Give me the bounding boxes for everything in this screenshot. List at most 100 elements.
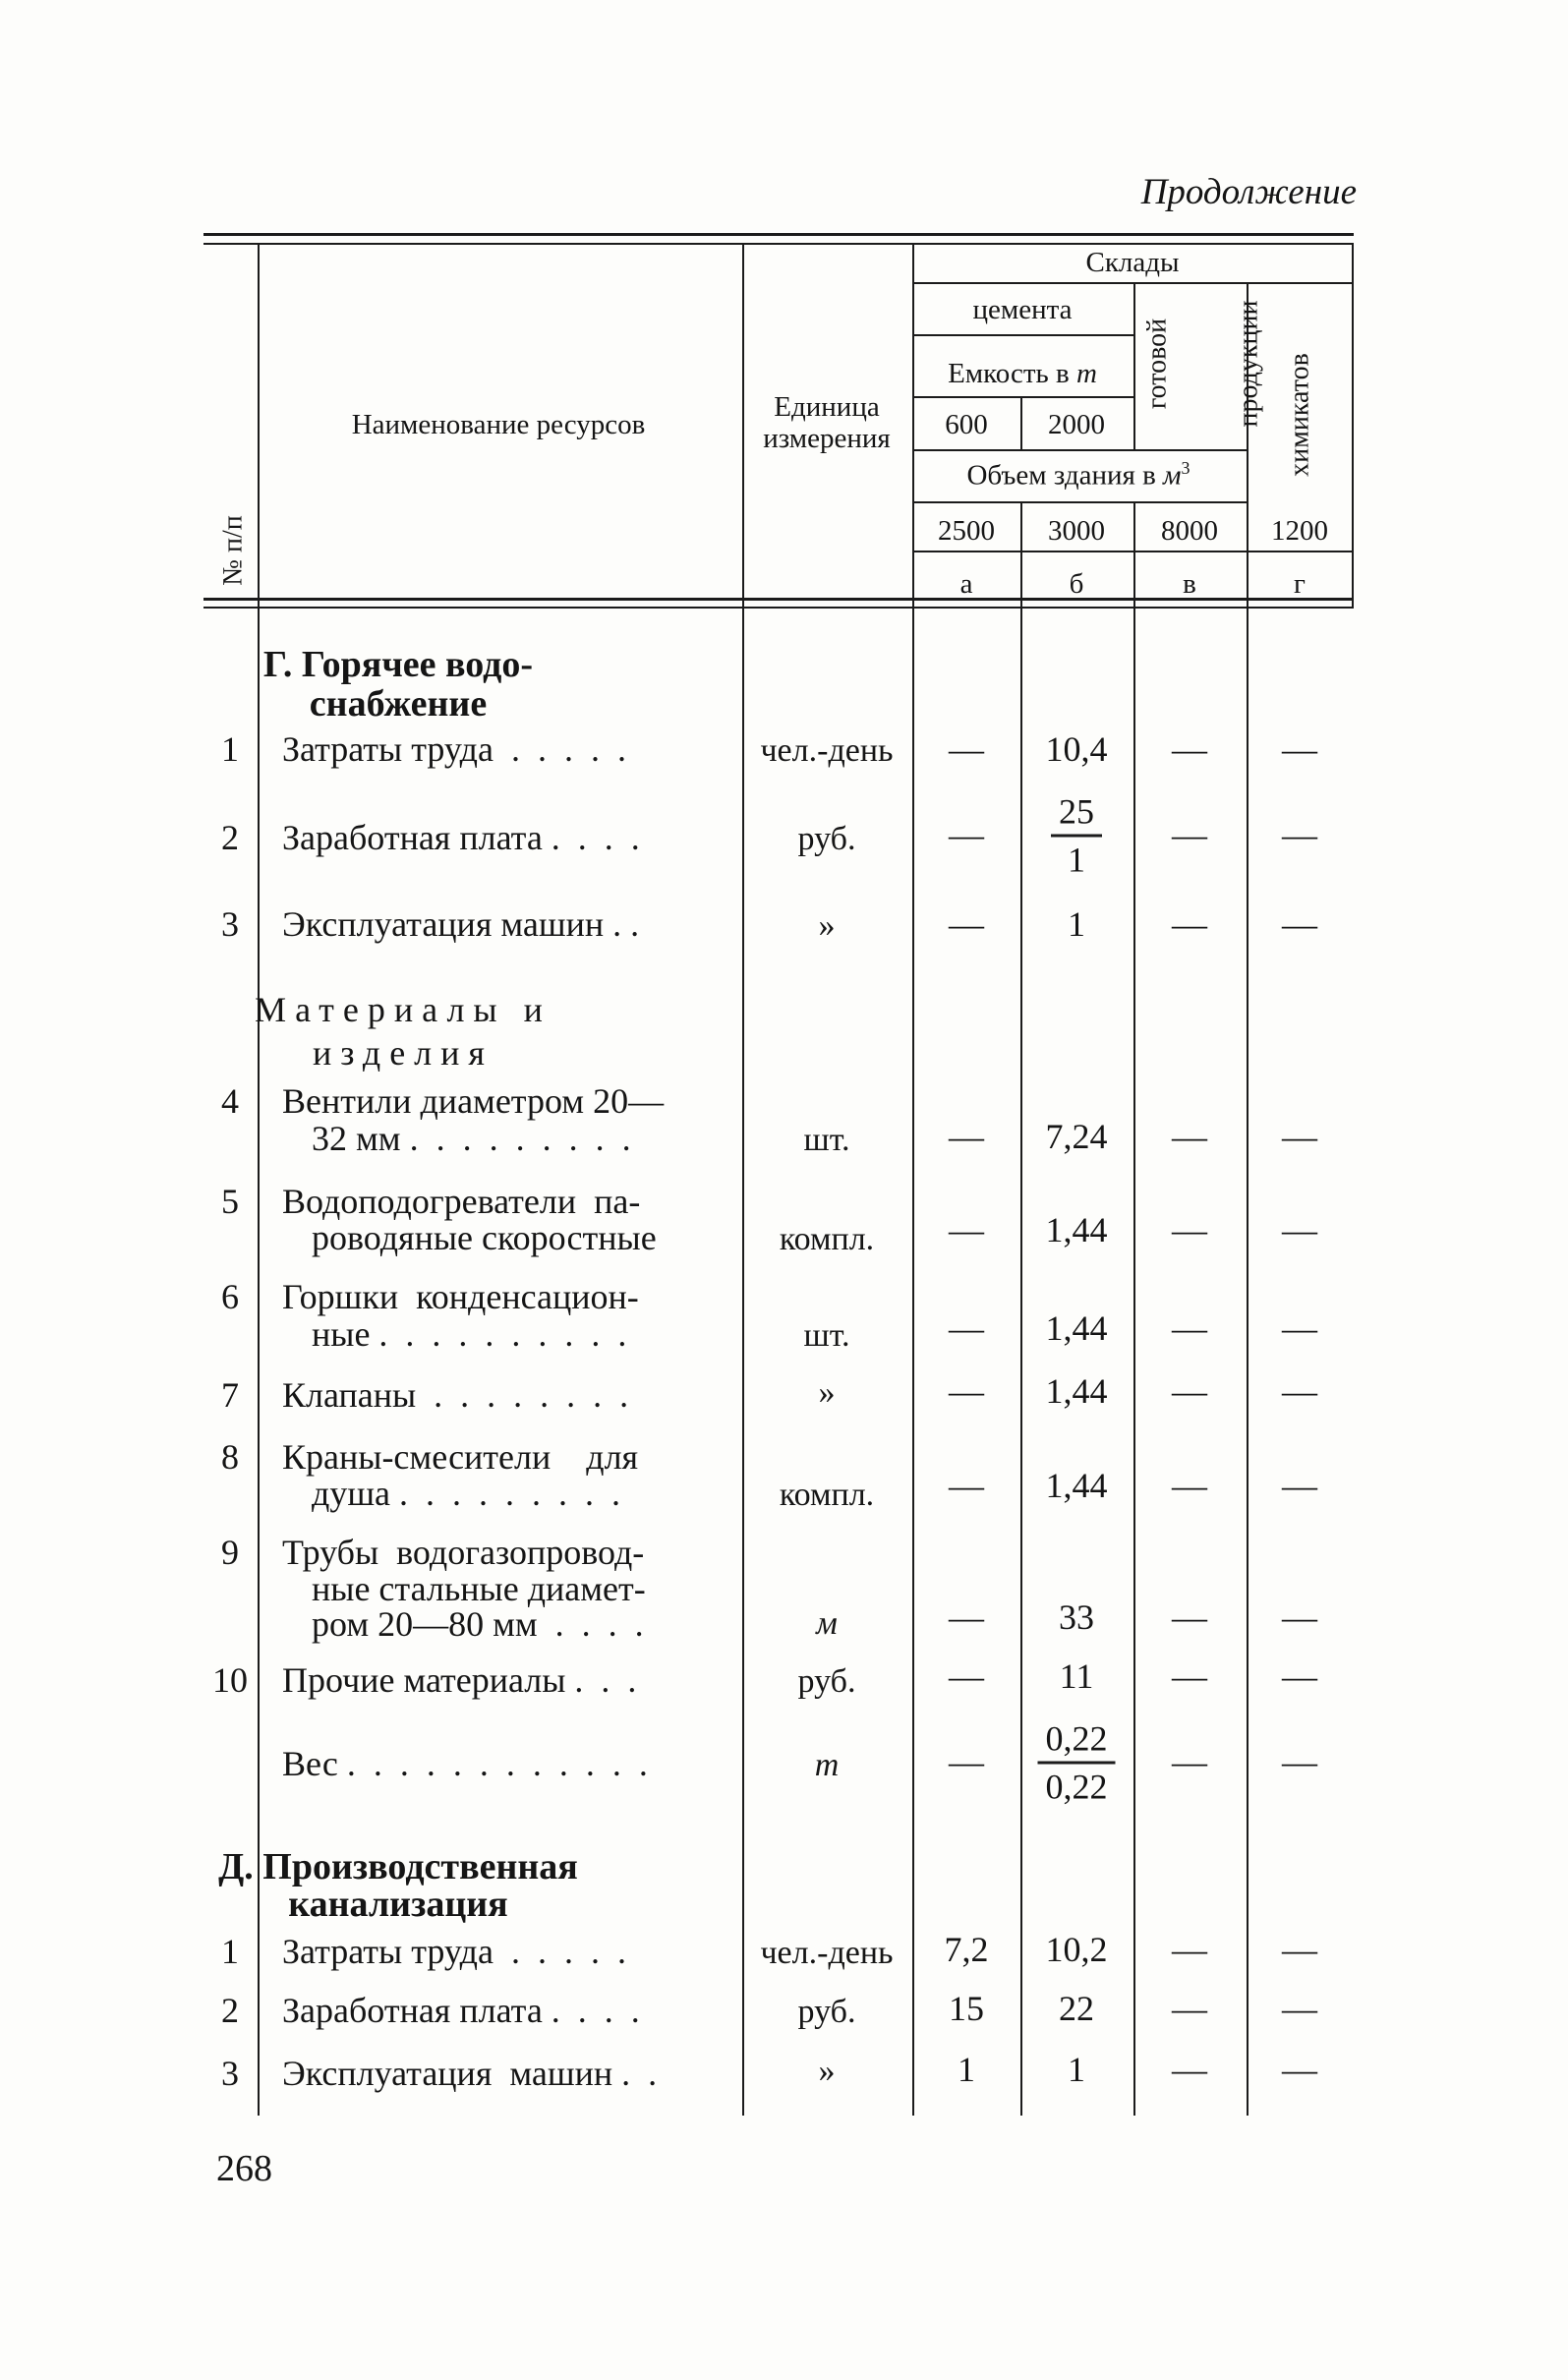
row-d2-num: 2 xyxy=(221,1991,239,2030)
row-6-a: — xyxy=(949,1308,984,1348)
row-9-g: — xyxy=(1282,1597,1317,1637)
header-capacity-label: Емкость в т xyxy=(948,358,1097,390)
divider-a-b xyxy=(1020,501,1022,2116)
row-9-unit: м xyxy=(816,1605,838,1642)
header-right-border xyxy=(1352,243,1354,607)
row-d1-b: 10,2 xyxy=(1045,1930,1108,1969)
row-ves-unit: т xyxy=(814,1747,840,1783)
row-10-name: Прочие материалы . . . xyxy=(282,1660,637,1700)
header-name-label: Наименование ресурсов xyxy=(351,409,646,440)
row-g2-a: — xyxy=(949,815,984,854)
finished-goods-line2: продукции xyxy=(1233,300,1264,428)
row-d2-a: 15 xyxy=(949,1989,984,2028)
row-d1-a: 7,2 xyxy=(944,1930,989,1969)
row-4-num: 4 xyxy=(221,1081,239,1121)
row-g3-a: — xyxy=(949,904,984,944)
row-8-name-line2: душа . . . . . . . . . xyxy=(312,1474,621,1513)
row-g1-b: 10,4 xyxy=(1045,729,1108,769)
row-8-name-line1: Краны-смесители для xyxy=(282,1437,639,1477)
row-7-unit: » xyxy=(818,1374,836,1411)
fraction-numerator: 25 xyxy=(1051,791,1102,838)
row-g3-name: Эксплуатация машин . . xyxy=(282,904,640,944)
row-d2-unit: руб. xyxy=(797,1994,856,2030)
row-10-b: 11 xyxy=(1059,1656,1094,1696)
divider-b-v-header xyxy=(1133,282,1135,449)
page-number: 268 xyxy=(216,2148,272,2189)
row-d3-b: 1 xyxy=(1068,2050,1085,2089)
rule-under-warehouses xyxy=(912,282,1354,284)
row-ves-g: — xyxy=(1282,1742,1317,1781)
row-g2-num: 2 xyxy=(221,818,239,857)
divider-b-v xyxy=(1133,501,1135,2116)
row-g1-g: — xyxy=(1282,729,1317,769)
row-d1-unit: чел.-день xyxy=(760,1935,894,1971)
row-5-b: 1,44 xyxy=(1045,1210,1108,1249)
row-g3-b: 1 xyxy=(1068,904,1085,944)
divider-v-g xyxy=(1247,282,1249,2116)
row-9-v: — xyxy=(1172,1597,1207,1637)
row-8-a: — xyxy=(949,1466,984,1505)
section-g-title-line2: снабжение xyxy=(309,683,488,725)
section-m-title-line1: Материалы и xyxy=(255,990,552,1029)
header-volume-1200: 1200 xyxy=(1271,515,1328,547)
row-5-unit: компл. xyxy=(779,1221,875,1257)
row-d3-v: — xyxy=(1172,2050,1207,2089)
row-5-g: — xyxy=(1282,1210,1317,1249)
header-volume-3000: 3000 xyxy=(1048,515,1105,547)
table-top-rule-inner xyxy=(203,243,1354,245)
row-g1-a: — xyxy=(949,729,984,769)
row-4-a: — xyxy=(949,1117,984,1156)
header-cement-label: цемента xyxy=(972,294,1073,325)
row-g1-v: — xyxy=(1172,729,1207,769)
header-letter-b: б xyxy=(1069,568,1084,600)
row-d2-v: — xyxy=(1172,1989,1207,2028)
volume-unit: м xyxy=(1163,459,1182,492)
row-g3-unit: » xyxy=(818,907,836,944)
row-g1-num: 1 xyxy=(221,729,239,769)
row-ves-v: — xyxy=(1172,1742,1207,1781)
header-unit-label-line1: Единица xyxy=(774,391,880,423)
row-10-g: — xyxy=(1282,1656,1317,1696)
row-9-b: 33 xyxy=(1059,1597,1094,1637)
volume-text: Объем здания в xyxy=(966,459,1164,492)
row-d3-unit: » xyxy=(818,2053,836,2089)
header-bottom-rule-inner xyxy=(203,607,1354,609)
row-5-v: — xyxy=(1172,1210,1207,1249)
row-5-name-line1: Водоподогреватели па- xyxy=(282,1182,641,1221)
capacity-unit: т xyxy=(1075,358,1097,389)
row-5-num: 5 xyxy=(221,1182,239,1221)
section-d-title-line1: Д. Производственная xyxy=(218,1846,578,1887)
row-9-name-line1: Трубы водогазопровод- xyxy=(282,1533,645,1572)
row-4-g: — xyxy=(1282,1117,1317,1156)
row-g2-g: — xyxy=(1282,815,1317,854)
row-g1-unit: чел.-день xyxy=(760,732,894,769)
row-d3-name: Эксплуатация машин . . xyxy=(282,2054,658,2093)
volume-sup: 3 xyxy=(1181,458,1191,478)
row-d1-num: 1 xyxy=(221,1932,239,1971)
row-d1-name: Затраты труда . . . . . xyxy=(282,1932,626,1971)
rule-under-capacity xyxy=(912,396,1133,398)
row-9-num: 9 xyxy=(221,1533,239,1572)
row-5-a: — xyxy=(949,1210,984,1249)
header-chemicals-label: химикатов xyxy=(1284,353,1315,477)
row-g2-v: — xyxy=(1172,815,1207,854)
row-g2-name: Заработная плата . . . . xyxy=(282,818,640,857)
row-6-v: — xyxy=(1172,1308,1207,1348)
row-7-num: 7 xyxy=(221,1375,239,1415)
header-capacity-600: 600 xyxy=(945,409,988,440)
header-unit-label-line2: измерения xyxy=(763,423,891,454)
header-volume-8000: 8000 xyxy=(1161,515,1218,547)
row-g2-unit: руб. xyxy=(797,821,856,857)
row-9-name-line2: ные стальные диамет- xyxy=(312,1569,646,1608)
row-9-a: — xyxy=(949,1597,984,1637)
row-6-b: 1,44 xyxy=(1045,1308,1108,1348)
row-9-name-line3: ром 20—80 мм . . . . xyxy=(312,1604,644,1644)
row-ves-b-fraction: 0,22 0,22 xyxy=(1037,1718,1116,1808)
row-8-unit: компл. xyxy=(779,1477,875,1513)
row-6-num: 6 xyxy=(221,1277,239,1316)
divider-unit-a xyxy=(912,243,914,2116)
row-4-v: — xyxy=(1172,1117,1207,1156)
row-g1-name: Затраты труда . . . . . xyxy=(282,729,626,769)
row-8-g: — xyxy=(1282,1466,1317,1505)
